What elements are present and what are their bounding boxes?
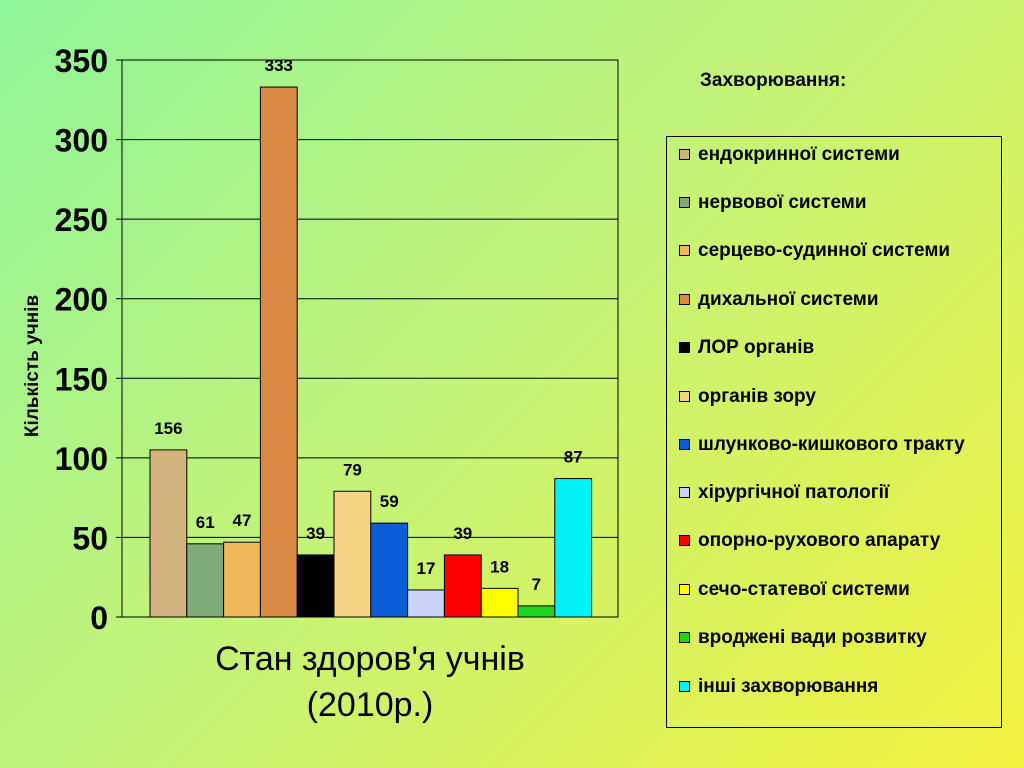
legend-item: нервової системи: [679, 191, 999, 215]
data-label: 61: [196, 513, 215, 532]
bar: [259, 86, 298, 618]
legend-label: хірургічної патології: [698, 482, 890, 503]
legend-item: хірургічної патології: [679, 481, 999, 505]
data-label: 87: [564, 448, 583, 467]
legend-swatch: [679, 342, 690, 353]
bar: [407, 589, 445, 618]
bar: [296, 554, 335, 618]
y-axis-label: Кількість учнів: [22, 295, 43, 437]
bar: [480, 587, 519, 618]
legend-item: органів зору: [679, 385, 999, 409]
legend-label: дихальної системи: [698, 289, 879, 310]
legend-item: шлунково-кишкового тракту: [679, 433, 999, 457]
legend-label: опорно-рухового апарату: [698, 530, 941, 551]
legend-item: ЛОР органів: [679, 336, 999, 360]
legend-label: серцево-судинної системи: [698, 240, 951, 261]
y-tick-label: 0: [90, 600, 108, 636]
legend-label: сечо-статевої системи: [698, 579, 910, 600]
legend-label: ендокринної системи: [698, 144, 900, 165]
legend-label: органів зору: [698, 386, 816, 407]
legend-item: вроджені вади розвитку: [679, 626, 999, 650]
y-tick-label: 250: [55, 202, 108, 238]
chart-title-line-2: (2010р.): [306, 686, 434, 724]
y-tick-label: 200: [55, 282, 108, 318]
data-label: 156: [154, 419, 182, 438]
data-labels: 156 61 47 333 39 79 59 17 39 18 7 87: [154, 56, 582, 594]
legend-title: Захворювання:: [700, 70, 847, 91]
data-label: 333: [265, 56, 293, 75]
bar: [149, 449, 188, 618]
legend-label: ЛОР органів: [698, 337, 815, 358]
bar: [223, 541, 261, 618]
legend-item: дихальної системи: [679, 288, 999, 312]
bar: [443, 554, 482, 618]
legend-item: опорно-рухового апарату: [679, 529, 999, 553]
chart-title: Стан здоров'я учнів (2010р.): [120, 636, 620, 728]
y-tick-label: 50: [72, 520, 108, 556]
bars: [149, 86, 593, 618]
data-label: 7: [532, 575, 541, 594]
y-tick-label: 100: [55, 441, 108, 477]
y-tick-label: 300: [55, 123, 108, 159]
bar: [333, 490, 372, 618]
y-tick-label: 350: [55, 43, 108, 79]
data-label: 47: [233, 511, 252, 530]
legend-item: інші захворювання: [679, 675, 999, 699]
legend: ендокринної системи нервової системи серце…: [666, 136, 1002, 728]
legend-label: нервової системи: [698, 192, 867, 213]
legend-label: вроджені вади розвитку: [698, 627, 927, 648]
plot-area-border: [121, 59, 619, 618]
data-label: 39: [306, 524, 325, 543]
legend-swatch: [679, 197, 690, 208]
gridlines: [122, 139, 618, 538]
legend-item: сечо-статевої системи: [679, 578, 999, 602]
legend-swatch: [679, 439, 690, 450]
data-label: 79: [343, 460, 362, 479]
legend-item: серцево-судинної системи: [679, 239, 999, 263]
legend-swatch: [679, 584, 690, 595]
chart-title-line-1: Стан здоров'я учнів: [215, 640, 525, 678]
y-tick-label: 150: [55, 361, 108, 397]
legend-swatch: [679, 245, 690, 256]
y-ticks: 0 50 100 150 200 250 300 350: [55, 43, 122, 636]
data-label: 18: [490, 557, 509, 576]
legend-label: шлунково-кишкового тракту: [698, 434, 965, 455]
legend-label: інші захворювання: [698, 676, 879, 697]
legend-swatch: [679, 681, 690, 692]
bar: [186, 543, 225, 618]
legend-swatch: [679, 149, 690, 160]
bar: [517, 605, 556, 618]
legend-item: ендокринної системи: [679, 143, 999, 167]
legend-swatch: [679, 535, 690, 546]
legend-swatch: [679, 487, 690, 498]
bar: [370, 522, 409, 618]
data-label: 59: [380, 492, 399, 511]
legend-swatch: [679, 391, 690, 402]
legend-swatch: [679, 632, 690, 643]
data-label: 39: [453, 524, 472, 543]
data-label: 17: [417, 559, 436, 578]
legend-swatch: [679, 294, 690, 305]
bar: [554, 478, 593, 618]
